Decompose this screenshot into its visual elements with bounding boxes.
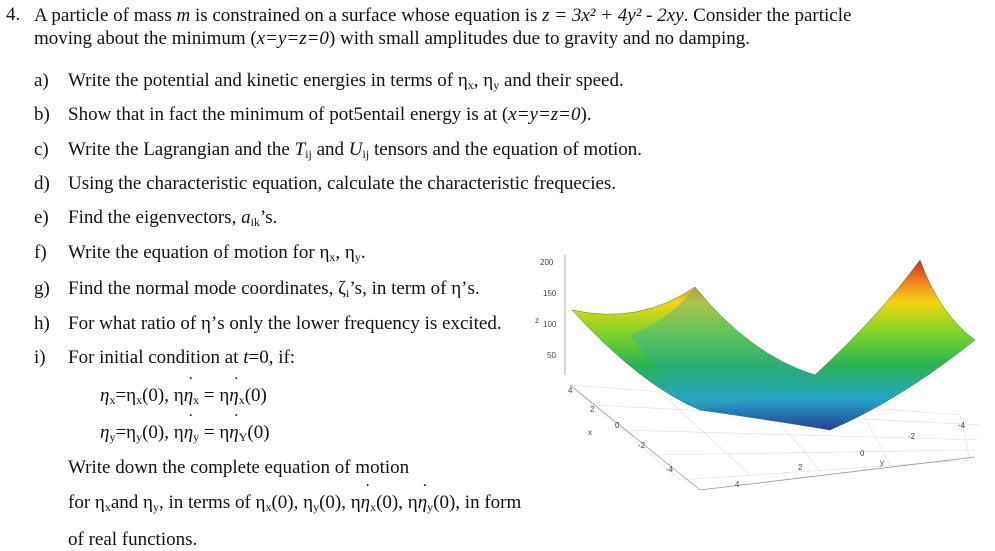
x-tick-0: 0 bbox=[615, 421, 620, 430]
floor-edge bbox=[569, 384, 976, 491]
eta-dot-symbol: η bbox=[229, 410, 239, 444]
x-tick-m2: -2 bbox=[638, 441, 646, 450]
item-c: c) Write the Lagrangian and the Tij and U… bbox=[34, 139, 643, 161]
y-tick-0: 0 bbox=[860, 449, 865, 458]
eta-dot-symbol: η bbox=[184, 410, 194, 444]
eta-dot-symbol: η bbox=[229, 373, 239, 407]
z-tick-200: 200 bbox=[540, 258, 554, 267]
problem-number: 4. bbox=[6, 4, 21, 25]
final-instruction-line3: of real functions. bbox=[68, 529, 198, 550]
item-b: b) Show that in fact the minimum of pot5e… bbox=[34, 104, 592, 125]
item-e: e) Find the eigenvectors, aik’s. bbox=[34, 207, 278, 229]
x-tick-m4: -4 bbox=[666, 465, 674, 474]
item-f: f) Write the equation of motion for ηx, η… bbox=[34, 242, 366, 264]
eta-dot-symbol: η bbox=[361, 480, 371, 514]
y-tick-2: 2 bbox=[798, 463, 803, 472]
item-a: a) Write the potential and kinetic energi… bbox=[34, 70, 624, 92]
z-tick-100: 100 bbox=[543, 320, 557, 329]
z-tick-150: 150 bbox=[543, 289, 557, 298]
x-axis-label: x bbox=[588, 428, 592, 437]
z-tick-50: 50 bbox=[547, 351, 556, 360]
final-instruction-line2: for ηxand ηy, in terms of ηx(0), ηy(0), … bbox=[68, 480, 521, 515]
eta-dot-symbol: η bbox=[418, 480, 428, 514]
final-instruction-line1: Write down the complete equation of moti… bbox=[68, 457, 410, 478]
z-axis-label: z bbox=[535, 316, 539, 325]
item-i: i) For initial condition at t=0, if: bbox=[34, 347, 296, 368]
y-tick-m4: -4 bbox=[958, 421, 966, 430]
item-g: g) Find the normal mode coordinates, ζi’s… bbox=[34, 278, 480, 300]
item-d: d) Using the characteristic equation, cal… bbox=[34, 173, 617, 194]
floor-grid bbox=[569, 384, 981, 481]
surface-mesh bbox=[571, 259, 976, 431]
eta-dot-symbol: η bbox=[184, 373, 194, 407]
initial-condition-y: ηy=ηy(0), ηηy = ηηY(0) bbox=[100, 410, 270, 445]
item-h: h) For what ratio of η’s only the lower f… bbox=[34, 313, 502, 334]
surface-plot: 200 150 100 50 z 4 2 0 -2 -4 x -4 -2 0 2… bbox=[535, 255, 981, 491]
y-tick-4: 4 bbox=[735, 480, 740, 489]
x-tick-4: 4 bbox=[568, 386, 573, 395]
y-tick-m2: -2 bbox=[908, 432, 916, 441]
problem-statement: A particle of mass m is constrained on a… bbox=[34, 5, 852, 49]
y-axis-label: y bbox=[880, 458, 884, 467]
x-tick-2: 2 bbox=[590, 405, 595, 414]
initial-condition-x: ηx=ηx(0), ηηx = ηηx(0) bbox=[100, 373, 267, 408]
